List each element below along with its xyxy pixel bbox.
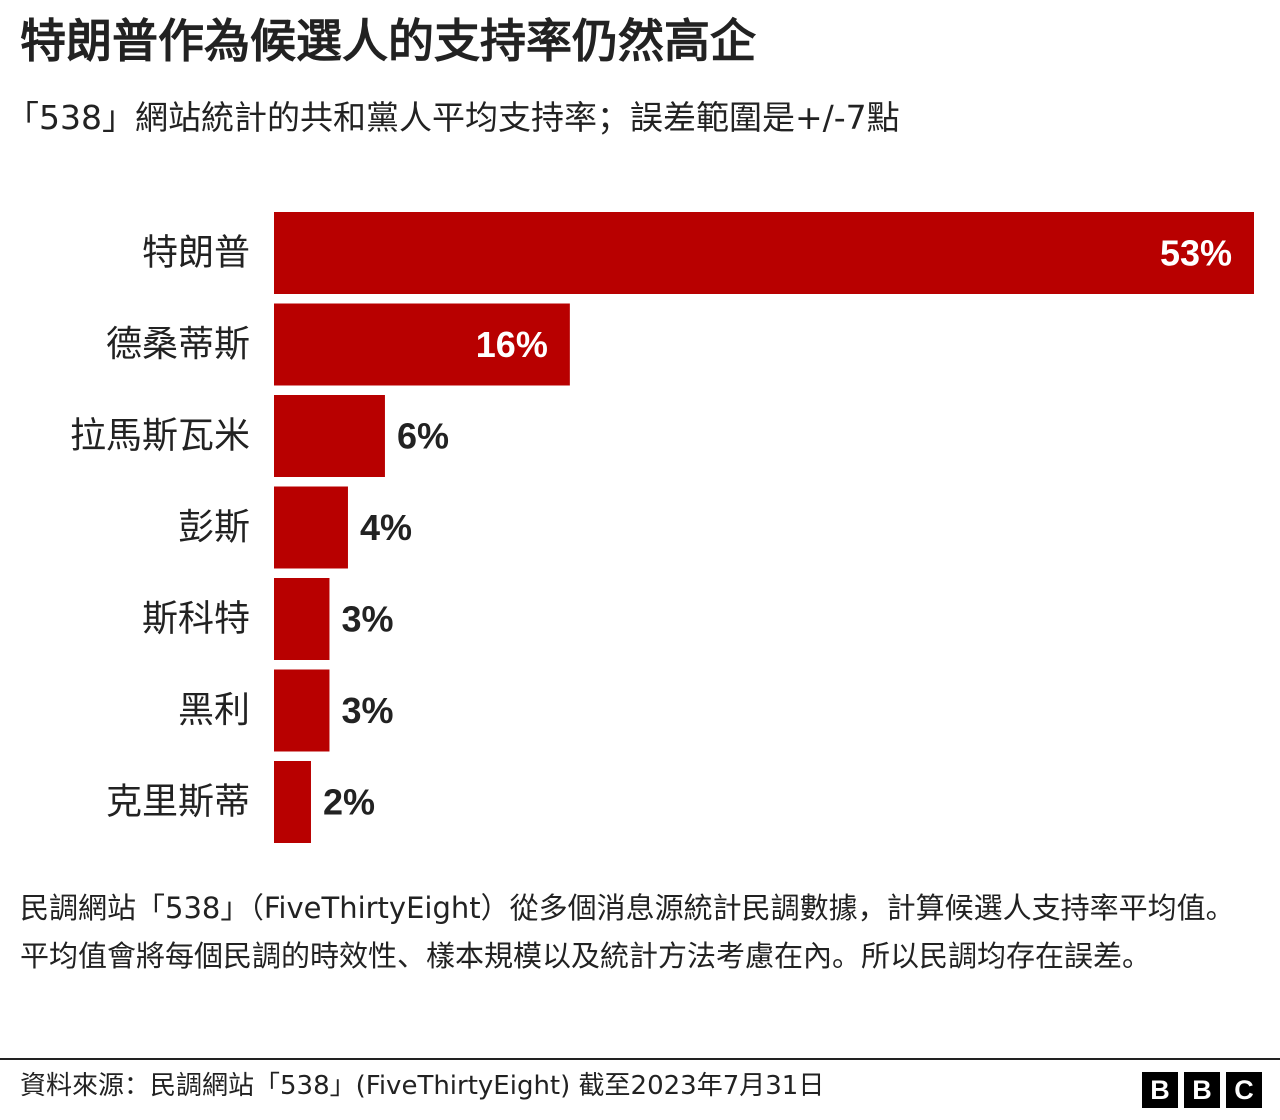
bar — [274, 212, 1254, 294]
value-label: 53% — [1160, 233, 1232, 274]
bbc-logo-letter-c: C — [1226, 1072, 1262, 1108]
chart-title: 特朗普作為候選人的支持率仍然高企 — [20, 14, 756, 68]
bar — [274, 303, 570, 386]
value-label: 16% — [476, 324, 548, 365]
value-label: 3% — [341, 690, 393, 731]
bar — [274, 578, 330, 660]
source-text: 資料來源：民調網站「538」(FiveThirtyEight) 截至2023年7… — [20, 1071, 825, 1101]
methodology-note: 民調網站「538」（FiveThirtyEight）從多個消息源統計民調數據，計… — [20, 891, 1235, 973]
bbc-logo-letter-b1: B — [1142, 1072, 1178, 1108]
value-label: 3% — [341, 599, 393, 640]
bbc-logo: B B C — [1142, 1072, 1262, 1108]
chart-subtitle: 「538」網站統計的共和黨人平均支持率；誤差範圍是+/-7點 — [6, 98, 900, 137]
category-label: 特朗普 — [142, 233, 250, 274]
category-label: 黑利 — [178, 690, 250, 731]
bar — [274, 761, 311, 843]
bar — [274, 669, 330, 752]
value-label: 2% — [323, 782, 375, 823]
value-label: 6% — [397, 416, 449, 457]
bar — [274, 395, 385, 477]
footer-divider — [0, 1058, 1280, 1060]
bbc-logo-letter-b2: B — [1184, 1072, 1220, 1108]
bar — [274, 486, 348, 569]
category-label: 拉馬斯瓦米 — [70, 416, 250, 457]
bar-chart: 特朗普 53% 德桑蒂斯 16% 拉馬斯瓦米 6% 彭斯 4% 斯科特 3% 黑利 3% 克里斯蒂 2% — [70, 212, 1254, 843]
value-label: 4% — [360, 507, 412, 548]
category-label: 斯科特 — [142, 599, 250, 640]
category-label: 克里斯蒂 — [106, 782, 250, 823]
category-label: 德桑蒂斯 — [106, 324, 250, 365]
category-label: 彭斯 — [178, 507, 250, 548]
